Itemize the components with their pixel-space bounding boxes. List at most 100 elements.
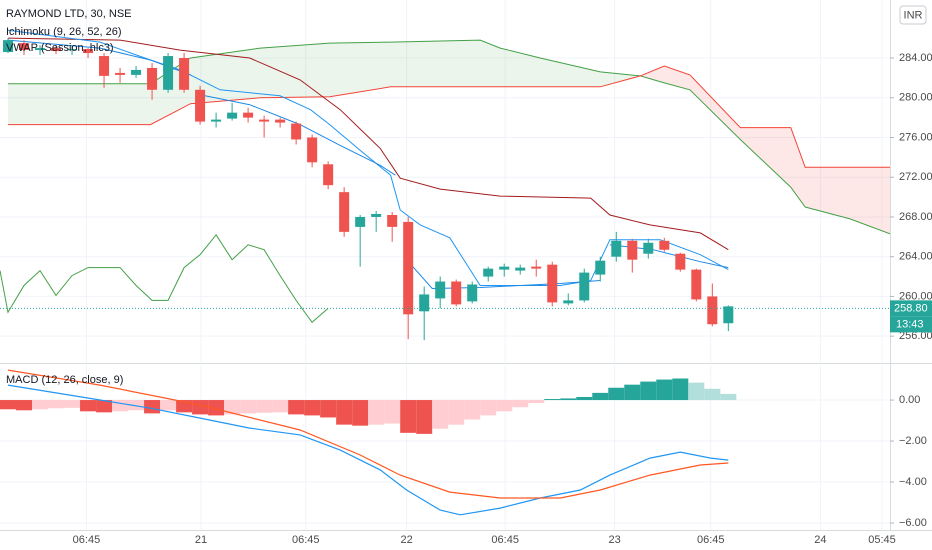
- candle-body: [675, 253, 686, 270]
- candle-body: [35, 48, 46, 51]
- y-tick-label: −2.00: [899, 435, 927, 447]
- histogram-bar: [224, 400, 241, 415]
- histogram-bar: [80, 400, 97, 412]
- candle-body: [691, 269, 702, 300]
- candle-body: [467, 284, 478, 302]
- histogram-bar: [320, 400, 337, 418]
- x-tick-label: 21: [195, 534, 207, 546]
- histogram-bar: [384, 400, 401, 424]
- cloud: [640, 66, 665, 83]
- histogram-bar: [64, 400, 81, 408]
- y-tick-label: 260.00: [899, 290, 932, 302]
- candle-body: [499, 266, 510, 270]
- histogram-bar: [624, 384, 641, 401]
- histogram-bar: [400, 400, 417, 433]
- histogram-bar: [128, 400, 145, 411]
- candle-body: [547, 264, 558, 303]
- histogram-bar: [240, 400, 257, 414]
- x-tick-label: 06:45: [292, 534, 320, 546]
- currency-button[interactable]: [899, 5, 927, 25]
- histogram-bar: [512, 400, 529, 408]
- candle-body: [643, 242, 654, 254]
- histogram-bar: [96, 400, 113, 413]
- candle-body: [163, 56, 174, 90]
- histogram-bar: [112, 400, 129, 412]
- histogram-bar: [448, 400, 465, 425]
- y-tick-label: 0.00: [899, 394, 920, 406]
- histogram-bar: [464, 400, 481, 420]
- candle-body: [211, 119, 222, 122]
- indicator-line: [0, 233, 329, 324]
- histogram-bar: [0, 400, 17, 410]
- histogram-bar: [192, 400, 209, 415]
- histogram-bar: [416, 400, 433, 434]
- candle-body: [515, 267, 526, 271]
- cloud: [805, 167, 850, 219]
- cloud: [8, 83, 151, 125]
- candle-body: [435, 281, 446, 299]
- x-tick-label: 23: [609, 534, 621, 546]
- x-tick-label: 05:45: [868, 534, 896, 546]
- x-tick-label: 06:45: [697, 534, 725, 546]
- candle-body: [131, 69, 142, 75]
- y-tick-label: −6.00: [899, 517, 927, 529]
- countdown-label: 13:43: [896, 318, 924, 330]
- candle-body: [707, 296, 718, 325]
- candle-body: [227, 112, 238, 119]
- cloud: [790, 127, 806, 207]
- histogram-bar: [16, 400, 33, 411]
- currency-label[interactable]: INR: [904, 9, 923, 21]
- candle-body: [531, 266, 542, 269]
- candle-body: [243, 112, 254, 118]
- y-tick-label: 256.00: [899, 330, 932, 342]
- candle-body: [291, 123, 302, 140]
- histogram-bar: [160, 400, 177, 411]
- last-price-tag: [890, 300, 932, 317]
- y-tick-label: 268.00: [899, 211, 932, 223]
- macd-title: MACD (12, 26, close, 9): [6, 374, 123, 386]
- y-tick-label: 272.00: [899, 171, 932, 183]
- candle-body: [67, 49, 78, 51]
- candle-body: [355, 216, 366, 227]
- histogram-bar: [656, 379, 673, 401]
- candle-body: [579, 272, 590, 301]
- cloud: [664, 66, 690, 90]
- cloud: [329, 42, 391, 97]
- y-tick-label: 276.00: [899, 131, 932, 143]
- cloud: [390, 40, 481, 87]
- candle-body: [99, 56, 110, 76]
- x-tick-label: 24: [814, 534, 826, 546]
- histogram-bar: [288, 400, 305, 415]
- candle-body: [51, 48, 62, 52]
- histogram-bar: [576, 396, 593, 401]
- histogram-bar: [304, 400, 321, 416]
- plot: [0, 29, 891, 516]
- candle-body: [595, 260, 606, 275]
- x-tick-label: 06:45: [491, 534, 519, 546]
- histogram-bar: [48, 400, 65, 409]
- histogram-bar: [208, 400, 225, 416]
- histogram-bar: [688, 382, 705, 401]
- candle-body: [659, 240, 670, 250]
- candle-body: [339, 192, 350, 232]
- indicator-label: Ichimoku (9, 26, 52, 26): [6, 26, 122, 38]
- indicator-line: [7, 369, 729, 499]
- histogram-bar: [528, 400, 545, 404]
- x-tick-label: 22: [400, 534, 412, 546]
- x-tick-label: 06:45: [73, 534, 101, 546]
- histogram-bar: [592, 392, 609, 401]
- symbol-title: RAYMOND LTD, 30, NSE: [6, 8, 132, 20]
- cloud: [480, 40, 501, 87]
- indicator-line: [7, 37, 729, 251]
- histogram-bar: [32, 400, 49, 410]
- candle-body: [611, 240, 622, 257]
- indicator-label: VWAP (Session, hlc3): [6, 42, 114, 54]
- candle-body: [19, 43, 30, 51]
- cloud: [850, 167, 890, 234]
- last-price-label: 258.80: [894, 302, 928, 314]
- histogram-bar: [432, 400, 449, 429]
- y-tick-label: −4.00: [899, 476, 927, 488]
- histogram-bar: [704, 388, 721, 401]
- histogram-bar: [720, 393, 737, 401]
